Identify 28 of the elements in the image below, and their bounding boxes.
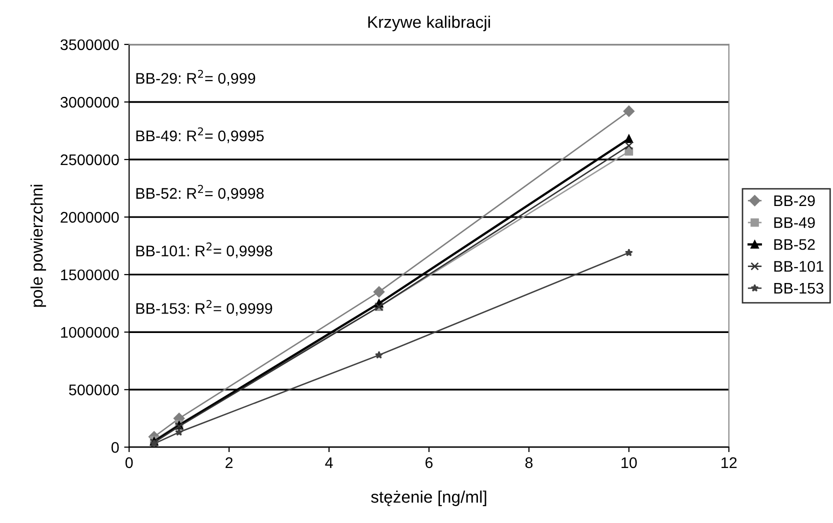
x-axis-title: stężenie [ng/ml]	[371, 490, 486, 506]
x-tick-label: 4	[325, 457, 333, 468]
annotation: BB-153: R$^{2}$= 0,9999	[136, 300, 272, 316]
legend-label: BB-29	[774, 195, 815, 206]
chart-title: Krzywe kalibracji	[368, 16, 490, 32]
y-tick-label: 3500000	[60, 39, 119, 50]
x-tick-label: 0	[125, 457, 133, 468]
annotation: BB-101: R$^{2}$= 0,9998	[136, 242, 272, 258]
y-tick-label: 1000000	[61, 326, 119, 338]
x-tick-label: 10	[622, 457, 637, 468]
y-tick-label: 3000000	[60, 96, 119, 108]
y-tick-label: 500000	[69, 384, 119, 396]
y-tick-label: 0	[111, 442, 119, 453]
y-tick-label: 1500000	[61, 269, 119, 280]
legend-label: BB-101	[774, 260, 824, 272]
annotation: BB-29: R$^{2}$= 0,999	[136, 70, 256, 86]
legend-label: BB-52	[774, 239, 815, 250]
legend-label: BB-153	[774, 282, 824, 294]
x-tick-label: 6	[426, 457, 433, 468]
annotation: BB-52: R$^{2}$= 0,9998	[136, 184, 264, 201]
legend-label: BB-49	[774, 217, 815, 228]
x-tick-label: 8	[525, 457, 533, 468]
y-tick-label: 2000000	[60, 212, 119, 223]
annotation: BB-49: R$^{2}$= 0,9995	[136, 127, 264, 144]
y-axis-title: pole powierzchni	[30, 184, 46, 307]
y-tick-label: 2500000	[60, 154, 119, 166]
x-tick-label: 2	[226, 457, 233, 468]
x-tick-label: 12	[722, 457, 737, 468]
